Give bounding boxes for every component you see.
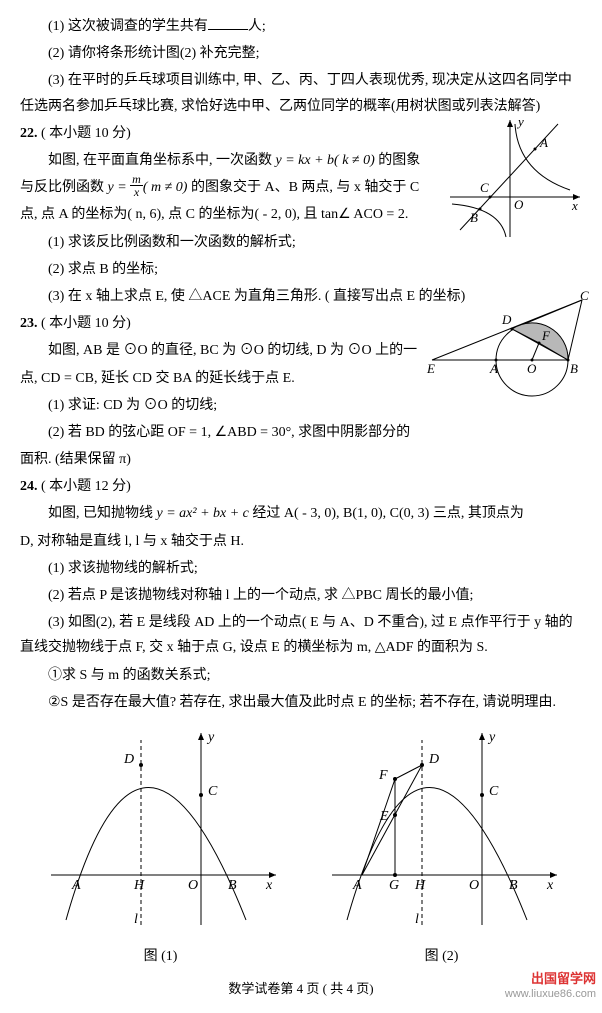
svg-text:y: y xyxy=(206,730,215,745)
svg-text:C: C xyxy=(208,784,218,799)
watermark-text: www.liuxue86.com xyxy=(505,985,596,1005)
q24-p3b: ②S 是否存在最大值? 若存在, 求出最大值及此时点 E 的坐标; 若不存在, … xyxy=(20,690,582,715)
svg-text:H: H xyxy=(414,878,426,893)
svg-text:D: D xyxy=(123,752,134,767)
q24-p3a: ①求 S 与 m 的函数关系式; xyxy=(20,663,582,688)
q21-p1-post: 人; xyxy=(248,19,266,34)
q24-p3: (3) 如图(2), 若 E 是线段 AD 上的一个动点( E 与 A、D 不重… xyxy=(20,610,582,660)
fig-q22-svg: A B C O x y xyxy=(440,112,588,242)
fig-q24-1-wrap: D C A H O B x y l 图 (1) xyxy=(36,725,286,971)
svg-text:G: G xyxy=(389,878,399,893)
fig-q22: A B C O x y xyxy=(440,112,588,251)
svg-text:x: x xyxy=(571,198,578,213)
svg-text:O: O xyxy=(469,878,479,893)
svg-text:y: y xyxy=(516,114,524,129)
fig-q24-2: D C F E A G H O B x y l xyxy=(317,725,567,933)
svg-text:O: O xyxy=(527,361,537,376)
svg-text:C: C xyxy=(580,290,589,303)
q23-p2: (2) 若 BD 的弦心距 OF = 1, ∠ABD = 30°, 求图中阴影部… xyxy=(20,420,582,445)
svg-text:l: l xyxy=(134,912,138,927)
svg-text:E: E xyxy=(426,361,435,376)
svg-text:O: O xyxy=(514,197,524,212)
svg-text:C: C xyxy=(489,784,499,799)
fig-q24-1: D C A H O B x y l xyxy=(36,725,286,933)
q24-p1: (1) 求该抛物线的解析式; xyxy=(20,556,582,581)
svg-text:F: F xyxy=(541,328,551,343)
q21-p2: (2) 请你将条形统计图(2) 补充完整; xyxy=(20,41,582,66)
svg-text:l: l xyxy=(415,912,419,927)
q23-num: 23. xyxy=(20,316,38,331)
fig-q23-svg: C D F E A O B xyxy=(422,290,592,400)
fig1-caption: 图 (1) xyxy=(36,944,286,969)
svg-text:A: A xyxy=(539,135,548,150)
svg-text:B: B xyxy=(470,210,478,225)
fig-q23: C D F E A O B xyxy=(422,290,592,409)
fig2-caption: 图 (2) xyxy=(317,944,567,969)
svg-text:D: D xyxy=(428,752,439,767)
svg-text:y: y xyxy=(487,730,496,745)
q22-pts: ( 本小题 10 分) xyxy=(41,126,131,141)
q24-pts: ( 本小题 12 分) xyxy=(41,479,131,494)
figs-q24: D C A H O B x y l 图 (1) xyxy=(20,725,582,971)
svg-text:E: E xyxy=(379,809,389,824)
svg-text:B: B xyxy=(570,361,578,376)
svg-text:D: D xyxy=(501,312,512,327)
svg-text:C: C xyxy=(480,180,489,195)
svg-text:O: O xyxy=(188,878,198,893)
svg-text:x: x xyxy=(546,878,554,893)
svg-text:A: A xyxy=(352,878,362,893)
svg-text:B: B xyxy=(509,878,518,893)
svg-text:B: B xyxy=(228,878,237,893)
q23-pts: ( 本小题 10 分) xyxy=(41,316,131,331)
q23-p2b: 面积. (结果保留 π) xyxy=(20,447,582,472)
q24-l1: 如图, 已知抛物线 y = ax² + bx + c 经过 A( - 3, 0)… xyxy=(20,501,582,526)
svg-text:F: F xyxy=(378,768,388,783)
frac-m-x: mx xyxy=(130,173,143,198)
q24-l2: D, 对称轴是直线 l, l 与 x 轴交于点 H. xyxy=(20,529,582,554)
blank-students xyxy=(208,16,248,30)
q24-title: 24. ( 本小题 12 分) xyxy=(20,474,582,499)
q22-p2: (2) 求点 B 的坐标; xyxy=(20,257,582,282)
q24-num: 24. xyxy=(20,479,38,494)
fig-q24-2-wrap: D C F E A G H O B x y l 图 (2) xyxy=(317,725,567,971)
svg-text:A: A xyxy=(489,361,498,376)
q21-p1: (1) 这次被调查的学生共有 人; xyxy=(20,14,582,39)
svg-text:x: x xyxy=(265,878,273,893)
svg-text:H: H xyxy=(133,878,145,893)
page-footer: 数学试卷第 4 页 ( 共 4 页) xyxy=(20,977,582,1000)
q22-num: 22. xyxy=(20,126,38,141)
svg-text:A: A xyxy=(71,878,81,893)
q21-p1-pre: (1) 这次被调查的学生共有 xyxy=(48,19,208,34)
q24-p2: (2) 若点 P 是该抛物线对称轴 l 上的一个动点, 求 △PBC 周长的最小… xyxy=(20,583,582,608)
